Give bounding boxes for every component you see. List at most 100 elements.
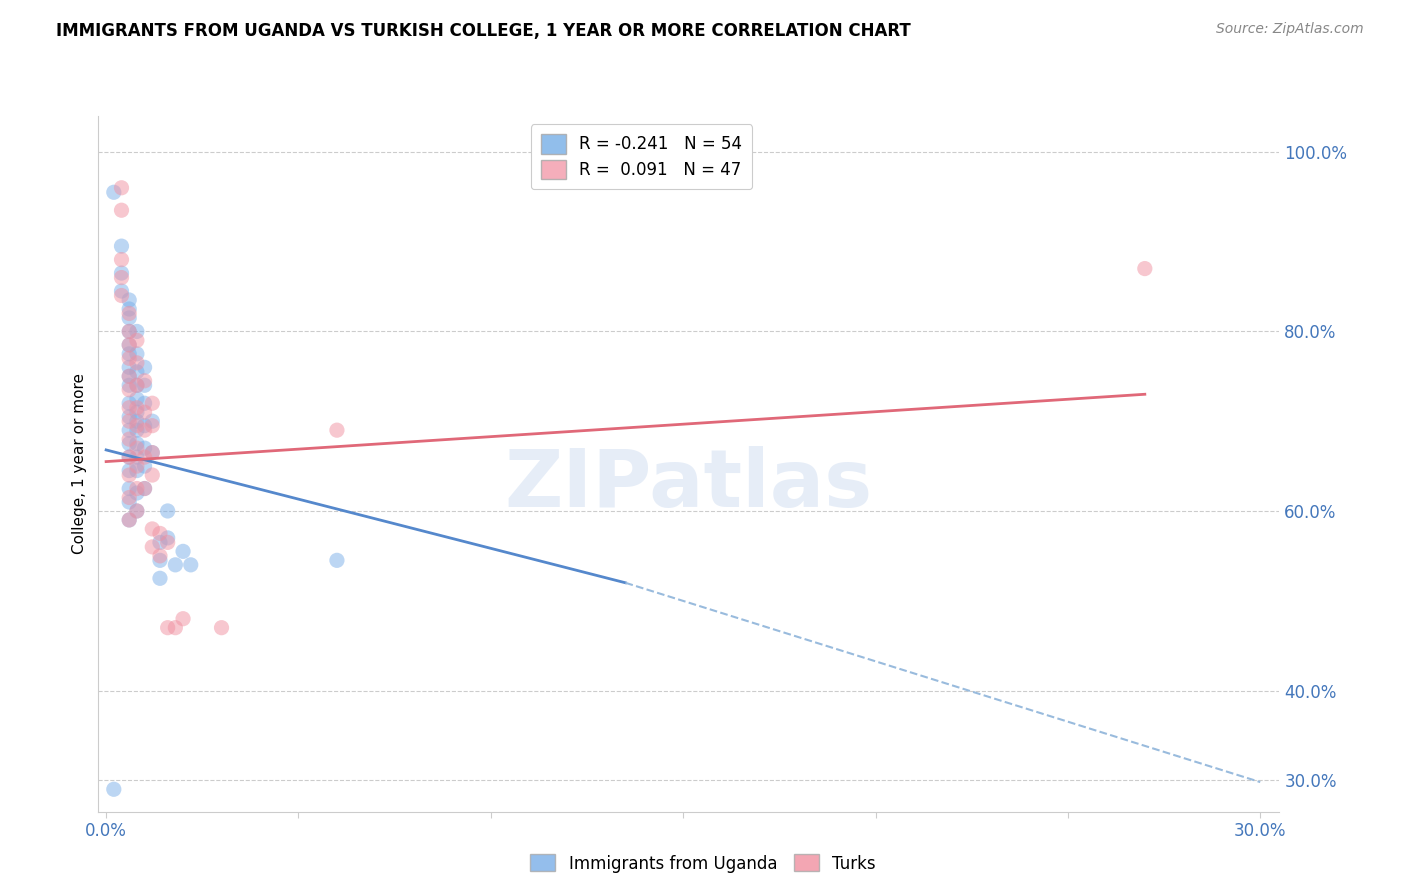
Point [125, 365, 148, 379]
Point [141, 418, 163, 433]
Point [141, 414, 163, 428]
Point [118, 432, 141, 446]
Y-axis label: College, 1 year or more: College, 1 year or more [72, 374, 87, 554]
Point [141, 522, 163, 536]
Point [134, 441, 156, 455]
Point [326, 553, 349, 567]
Point [118, 409, 141, 424]
Point [103, 186, 125, 200]
Point [110, 288, 132, 302]
Point [110, 239, 132, 253]
Point [149, 526, 172, 541]
Point [149, 571, 172, 585]
Point [134, 396, 156, 410]
Point [149, 549, 172, 563]
Point [125, 504, 148, 518]
Point [118, 495, 141, 509]
Point [110, 181, 132, 195]
Point [118, 338, 141, 352]
Point [118, 464, 141, 478]
Point [110, 252, 132, 267]
Legend: R = -0.241   N = 54, R =  0.091   N = 47: R = -0.241 N = 54, R = 0.091 N = 47 [531, 124, 752, 189]
Point [118, 369, 141, 384]
Text: IMMIGRANTS FROM UGANDA VS TURKISH COLLEGE, 1 YEAR OR MORE CORRELATION CHART: IMMIGRANTS FROM UGANDA VS TURKISH COLLEG… [56, 22, 911, 40]
Point [156, 531, 179, 545]
Point [118, 338, 141, 352]
Point [118, 325, 141, 339]
Point [134, 360, 156, 375]
Point [211, 621, 233, 635]
Point [125, 414, 148, 428]
Point [125, 464, 148, 478]
Point [118, 396, 141, 410]
Point [180, 558, 202, 572]
Point [156, 504, 179, 518]
Point [125, 459, 148, 474]
Point [125, 486, 148, 500]
Point [118, 351, 141, 366]
Point [134, 459, 156, 474]
Point [125, 450, 148, 464]
Point [125, 504, 148, 518]
Point [134, 418, 156, 433]
Point [118, 401, 141, 415]
Point [326, 423, 349, 437]
Point [118, 347, 141, 361]
Point [118, 325, 141, 339]
Point [134, 423, 156, 437]
Point [165, 621, 187, 635]
Point [134, 482, 156, 496]
Point [118, 468, 141, 483]
Point [118, 293, 141, 307]
Point [125, 356, 148, 370]
Point [118, 513, 141, 527]
Point [118, 423, 141, 437]
Point [125, 334, 148, 348]
Point [125, 405, 148, 419]
Point [118, 450, 141, 464]
Point [125, 325, 148, 339]
Legend: Immigrants from Uganda, Turks: Immigrants from Uganda, Turks [523, 847, 883, 880]
Point [156, 535, 179, 549]
Point [134, 482, 156, 496]
Point [118, 491, 141, 505]
Point [118, 482, 141, 496]
Point [118, 414, 141, 428]
Text: ZIPatlas: ZIPatlas [505, 446, 873, 524]
Point [118, 378, 141, 392]
Point [118, 301, 141, 316]
Point [118, 369, 141, 384]
Point [141, 468, 163, 483]
Point [110, 270, 132, 285]
Point [125, 436, 148, 450]
Point [165, 558, 187, 572]
Point [110, 284, 132, 298]
Point [125, 423, 148, 437]
Point [141, 445, 163, 459]
Point [134, 405, 156, 419]
Point [125, 482, 148, 496]
Point [125, 378, 148, 392]
Point [134, 374, 156, 388]
Point [1133, 261, 1156, 276]
Point [156, 621, 179, 635]
Point [141, 396, 163, 410]
Point [141, 540, 163, 554]
Point [125, 401, 148, 415]
Point [118, 513, 141, 527]
Point [141, 445, 163, 459]
Point [149, 535, 172, 549]
Point [103, 782, 125, 797]
Point [125, 378, 148, 392]
Point [118, 450, 141, 464]
Point [134, 378, 156, 392]
Point [172, 544, 194, 558]
Point [118, 383, 141, 397]
Point [118, 306, 141, 320]
Point [125, 418, 148, 433]
Point [118, 310, 141, 325]
Point [149, 553, 172, 567]
Point [125, 392, 148, 406]
Text: Source: ZipAtlas.com: Source: ZipAtlas.com [1216, 22, 1364, 37]
Point [134, 450, 156, 464]
